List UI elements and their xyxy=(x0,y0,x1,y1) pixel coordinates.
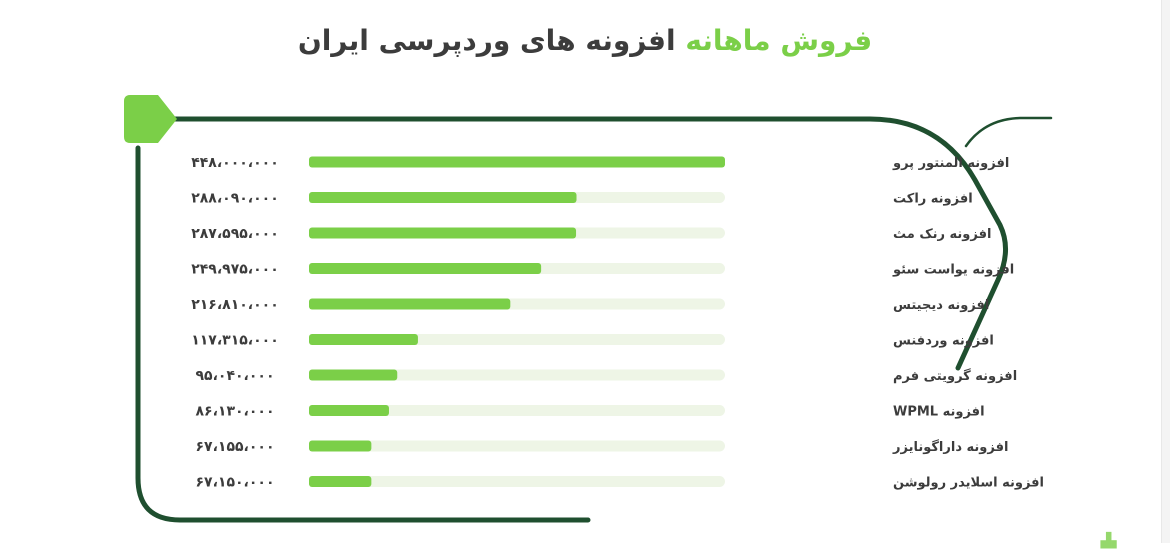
category-label: افزونه داراگونایزر xyxy=(892,439,1008,455)
category-label: افزونه المنتور پرو xyxy=(892,156,1009,171)
category-label: افزونه رنک مث xyxy=(893,227,991,242)
category-label: افزونه وردفنس xyxy=(893,334,994,349)
category-label: افزونه WPML xyxy=(893,405,985,420)
value-label: ۸۶،۱۳۰،۰۰۰ xyxy=(196,404,275,420)
chart-title: فروش ماهانه افزونه های وردپرسی ایران xyxy=(0,24,1170,57)
bar xyxy=(309,440,372,452)
chart-title-accent: فروش ماهانه xyxy=(685,24,873,57)
category-label: افزونه راکت xyxy=(893,192,973,207)
brand-logo: ▟▖ xyxy=(1100,533,1122,549)
bar xyxy=(309,405,389,416)
category-label: افزونه گرویتی فرم xyxy=(893,368,1017,384)
bar-track xyxy=(309,440,725,452)
bar-track xyxy=(309,405,725,416)
decorative-arc xyxy=(964,116,1053,148)
bar xyxy=(309,334,418,345)
category-label: افزونه دیجیتس xyxy=(893,298,989,313)
bar xyxy=(309,263,542,274)
frame-corner-tab xyxy=(124,95,177,143)
value-label: ۹۵،۰۴۰،۰۰۰ xyxy=(196,368,275,384)
value-label: ۲۴۹،۹۷۵،۰۰۰ xyxy=(191,262,279,278)
bar xyxy=(309,156,725,168)
value-label: ۱۱۷،۳۱۵،۰۰۰ xyxy=(191,333,279,349)
bar xyxy=(309,476,372,487)
value-label: ۲۸۸،۰۹۰،۰۰۰ xyxy=(191,191,279,207)
bar xyxy=(309,369,398,381)
category-label: افزونه اسلایدر رولوشن xyxy=(893,476,1044,491)
category-label: افزونه یواست سئو xyxy=(892,263,1014,278)
chart-frame xyxy=(135,116,1008,523)
page-edge-strip xyxy=(1161,0,1170,543)
bar-track xyxy=(309,476,725,487)
value-label: ۴۴۸،۰۰۰،۰۰۰ xyxy=(191,155,279,171)
bar xyxy=(309,227,577,239)
bar xyxy=(309,192,577,203)
value-label: ۶۷،۱۵۰،۰۰۰ xyxy=(196,475,275,491)
value-label: ۲۱۶،۸۱۰،۰۰۰ xyxy=(191,297,279,313)
chart-title-rest: افزونه های وردپرسی ایران xyxy=(297,24,676,57)
value-label: ۶۷،۱۵۵،۰۰۰ xyxy=(196,439,275,455)
bar xyxy=(309,298,511,310)
value-label: ۲۸۷،۵۹۵،۰۰۰ xyxy=(191,226,279,242)
bar-track xyxy=(309,369,725,381)
